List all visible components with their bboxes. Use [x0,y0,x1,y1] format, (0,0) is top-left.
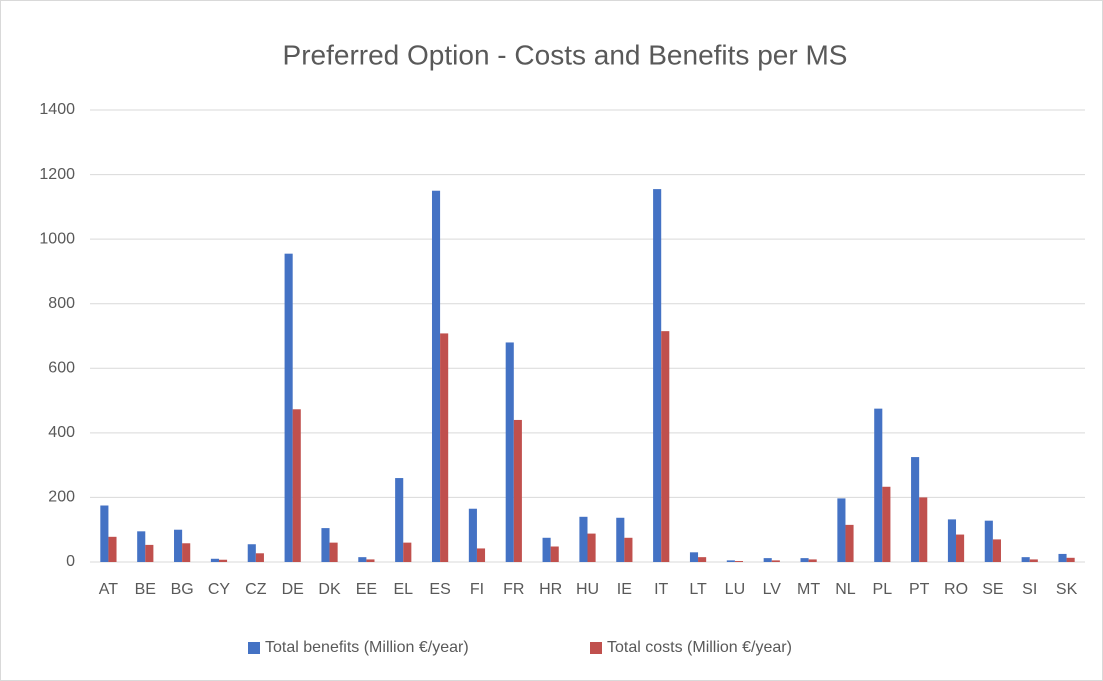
bar [182,543,191,562]
x-tick-label: LU [725,581,745,598]
bar [284,253,293,562]
bar [984,520,993,562]
x-tick-label: NL [835,581,856,598]
bar [145,544,154,562]
y-tick-label: 1200 [39,166,75,183]
bar [358,557,367,562]
x-tick-label: SE [982,581,1003,598]
bar [137,531,146,562]
bar [542,537,551,562]
legend-swatch [248,642,260,654]
x-tick-label: FI [470,581,484,598]
x-tick-label: EL [393,581,413,598]
x-tick-label: RO [944,581,968,598]
chart-title: Preferred Option - Costs and Benefits pe… [283,39,848,70]
bar [726,560,735,562]
bar [947,519,957,562]
x-tick-label: PL [873,581,893,598]
bar [956,534,965,562]
bar [468,508,477,562]
x-tick-label: IT [654,581,668,598]
bar [431,190,441,562]
bar [911,457,920,562]
x-tick-label: FR [503,581,524,598]
x-tick-label: SK [1056,581,1078,598]
bar [1021,557,1030,562]
x-tick-label: HR [539,581,562,598]
bar [255,553,264,562]
bar [174,529,183,562]
x-tick-label: IE [617,581,632,598]
bar [1058,553,1067,562]
bar [689,552,699,562]
bar [837,498,846,562]
y-tick-label: 200 [48,489,75,506]
bar [403,542,412,562]
x-tick-label: EE [356,581,377,598]
bar [1066,557,1075,562]
x-tick-label: HU [576,581,599,598]
x-tick-label: DE [282,581,304,598]
bar [440,333,449,562]
bar [210,558,219,562]
bar [992,539,1001,562]
bar [218,559,228,562]
bar [624,537,633,562]
y-tick-label: 1400 [39,101,75,118]
legend-label: Total benefits (Million €/year) [265,639,469,656]
bar [882,486,891,562]
bar [808,559,817,562]
x-tick-label: LV [763,581,782,598]
bar [100,505,109,562]
bar [292,409,301,562]
bar [661,331,670,562]
bar [513,419,522,562]
bar [698,557,707,562]
bar [771,560,780,562]
x-tick-label: PT [909,581,930,598]
x-tick-label: MT [797,581,820,598]
bar [800,558,809,562]
y-tick-label: 1000 [39,230,75,247]
bar [321,528,330,562]
bar [845,524,854,562]
y-tick-label: 400 [48,424,75,441]
y-tick-label: 0 [66,553,75,570]
x-tick-label: ES [429,581,450,598]
bar [550,546,559,562]
bar [247,544,256,562]
x-tick-label: BE [135,581,156,598]
bar [616,517,625,562]
bar [329,542,338,562]
bar [919,497,928,562]
x-tick-label: BG [171,581,194,598]
bar [108,536,117,562]
bar [366,559,375,562]
y-tick-label: 600 [48,360,75,377]
bar [395,478,404,562]
x-tick-label: CZ [245,581,267,598]
legend-label: Total costs (Million €/year) [607,639,792,656]
bar [874,408,883,562]
bar [579,516,588,562]
x-tick-label: LT [689,581,707,598]
bar [653,189,662,562]
bar [1029,559,1038,562]
bar [734,561,744,562]
x-tick-label: SI [1022,581,1037,598]
y-tick-label: 800 [48,295,75,312]
x-tick-label: AT [99,581,118,598]
bar [505,342,514,562]
bar [763,558,772,562]
legend-swatch [590,642,602,654]
x-tick-label: CY [208,581,231,598]
bar [587,533,596,562]
x-tick-label: DK [318,581,341,598]
bar [476,548,486,562]
